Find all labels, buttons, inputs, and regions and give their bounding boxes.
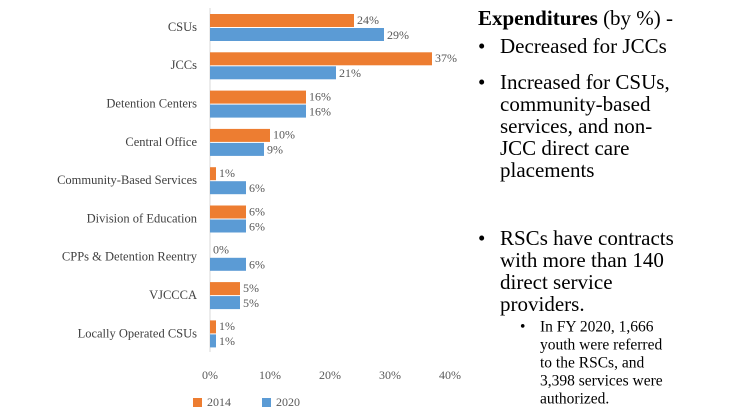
x-tick-label: 0%	[202, 368, 218, 382]
category-label: CPPs & Detention Reentry	[62, 250, 198, 264]
category-label: CSUs	[168, 20, 197, 34]
bullet-line: Increased for CSUs,	[500, 70, 670, 94]
bar	[210, 320, 216, 334]
category-label: JCCs	[171, 58, 198, 72]
category-label: Division of Education	[87, 211, 198, 225]
value-label: 1%	[219, 166, 235, 180]
sub-bullet-line: to the RSCs, and	[540, 355, 644, 372]
sub-bullet: •	[520, 319, 525, 336]
bullet-line: providers.	[500, 292, 585, 316]
heading-bold: Expenditures	[478, 6, 598, 30]
bar	[210, 282, 240, 296]
value-label: 10%	[273, 128, 295, 142]
sub-bullet-line: In FY 2020, 1,666	[540, 319, 654, 336]
bullet-line: services, and non-	[500, 114, 652, 138]
legend-swatch	[262, 398, 271, 407]
value-label: 1%	[219, 319, 235, 333]
legend-label: 2020	[276, 395, 300, 409]
x-tick-label: 20%	[319, 368, 341, 382]
bar	[210, 257, 246, 271]
bar	[210, 219, 246, 233]
value-label: 9%	[267, 143, 283, 157]
sub-bullet-line: youth were referred	[540, 337, 662, 354]
bar	[210, 128, 270, 142]
value-label: 6%	[249, 181, 265, 195]
value-label: 5%	[243, 281, 259, 295]
category-label: Locally Operated CSUs	[78, 326, 198, 340]
legend-label: 2014	[207, 395, 231, 409]
legend-swatch	[193, 398, 202, 407]
bar	[210, 90, 306, 104]
value-label: 5%	[243, 296, 259, 310]
bar	[210, 181, 246, 195]
bullet: •	[478, 226, 485, 250]
sub-bullet-line: authorized.	[540, 391, 609, 408]
x-tick-label: 40%	[439, 368, 461, 382]
bar	[210, 167, 216, 181]
heading-suffix: (by %) -	[603, 6, 673, 30]
bullet: •	[478, 34, 485, 58]
bullet-line: Decreased for JCCs	[500, 34, 667, 58]
value-label: 37%	[435, 51, 457, 65]
bar	[210, 28, 384, 41]
value-label: 6%	[249, 219, 265, 233]
x-tick-label: 30%	[379, 368, 401, 382]
bar	[210, 66, 336, 80]
value-label: 6%	[249, 258, 265, 272]
value-label: 6%	[249, 204, 265, 218]
bar	[210, 334, 216, 348]
category-label: VJCCCA	[149, 288, 197, 302]
heading: Expenditures (by %) -	[478, 6, 673, 30]
value-label: 16%	[309, 104, 331, 118]
value-label: 16%	[309, 89, 331, 103]
bullet: •	[478, 70, 485, 94]
x-tick-label: 10%	[259, 368, 281, 382]
value-label: 21%	[339, 66, 361, 80]
bar	[210, 296, 240, 310]
value-label: 0%	[213, 243, 229, 257]
bar	[210, 142, 264, 156]
bar	[210, 52, 432, 66]
bar	[210, 205, 246, 219]
bullet-line: with more than 140	[500, 248, 664, 272]
bar	[210, 14, 354, 27]
category-label: Central Office	[125, 135, 197, 149]
bar	[210, 104, 306, 118]
sub-bullet-line: 3,398 services were	[540, 373, 663, 390]
value-label: 1%	[219, 334, 235, 348]
bullet-line: placements	[500, 158, 594, 182]
value-label: 24%	[357, 13, 379, 27]
category-label: Detention Centers	[106, 96, 197, 110]
bullet-line: direct service	[500, 270, 613, 294]
bullet-line: JCC direct care	[500, 136, 629, 160]
bullet-line: community-based	[500, 92, 651, 116]
bullet-line: RSCs have contracts	[500, 226, 674, 250]
category-label: Community-Based Services	[57, 173, 197, 187]
value-label: 29%	[387, 28, 409, 42]
